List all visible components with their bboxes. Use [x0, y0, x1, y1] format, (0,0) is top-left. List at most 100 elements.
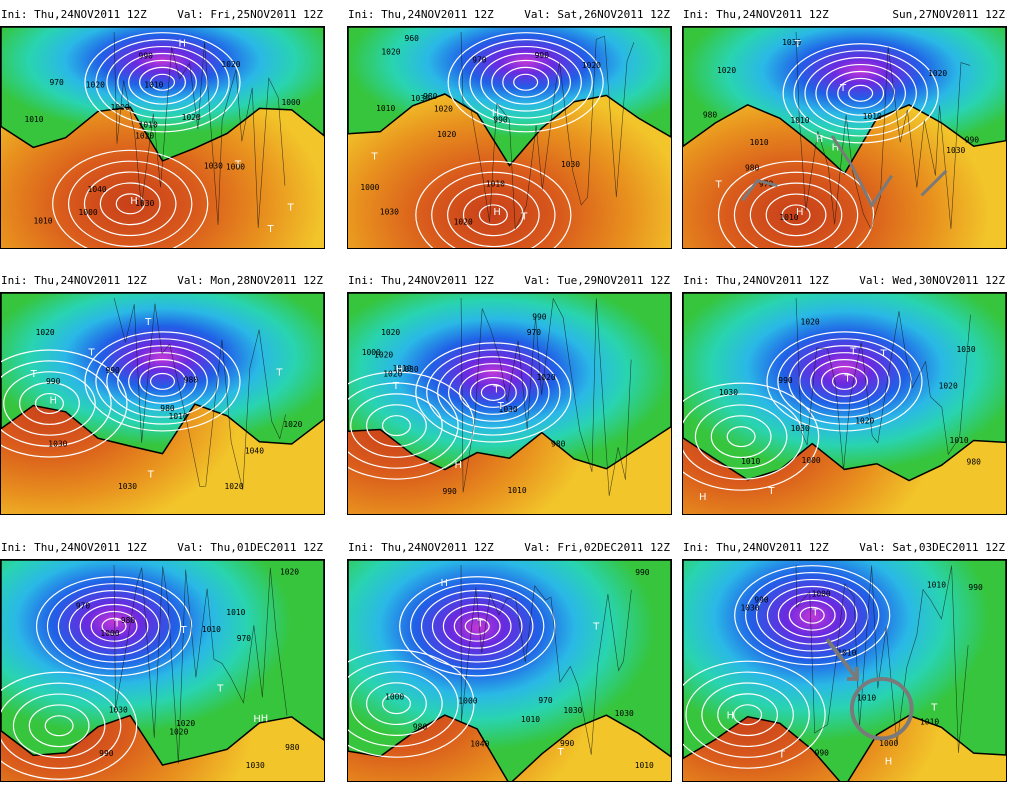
pressure-label: 1000	[362, 348, 381, 357]
pressure-label: 1000	[879, 739, 898, 748]
pressure-label: 1030	[204, 161, 223, 170]
pressure-label: 1000	[100, 629, 119, 638]
isobar	[458, 39, 593, 126]
init-time-label: Ini: Thu,24NOV2011 12Z	[1, 541, 147, 554]
isobar	[469, 376, 517, 408]
pressure-label: 1020	[582, 61, 601, 70]
pressure-label: 960	[405, 34, 420, 43]
high-pressure-marker: H	[441, 578, 448, 589]
pressure-label: 990	[139, 52, 154, 61]
init-time-label: Ini: Thu,24NOV2011 12Z	[348, 8, 494, 21]
pressure-map: 1000 990 990 1010 1000 1010 990 1030 1010 1010 T T H…	[682, 559, 1007, 782]
pressure-label: 1020	[437, 130, 456, 139]
isobar	[399, 576, 556, 677]
isobar	[415, 342, 572, 443]
isobar	[128, 359, 197, 404]
pressure-label: 1010	[169, 412, 188, 421]
low-pressure-marker: T	[275, 367, 283, 378]
isobar	[782, 43, 939, 144]
pressure-label: 1030	[561, 160, 580, 169]
forecast-panel: Ini: Thu,24NOV2011 12Z Val: Sat,26NOV2011…	[347, 4, 672, 249]
isobar	[837, 77, 885, 109]
valid-time-label: Sun,27NOV2011 12Z	[892, 8, 1005, 21]
pressure-label: 1000	[281, 98, 300, 107]
pressure-label: 1010	[863, 112, 882, 121]
high-pressure-marker: H	[699, 492, 706, 503]
pressure-map: 1020 1010 980 1020 960 990 970 990 1000 1010 1020 1…	[347, 26, 672, 249]
low-pressure-marker: T	[839, 83, 847, 94]
pressure-label: 1030	[135, 199, 154, 208]
isobar	[788, 345, 901, 418]
low-pressure-marker: T	[234, 160, 242, 171]
high-pressure-marker: H	[130, 196, 137, 207]
pressure-label: 1020	[225, 482, 244, 491]
pressure-label: 1020	[383, 369, 402, 378]
low-pressure-marker: T	[492, 385, 500, 396]
isobar	[348, 649, 475, 758]
init-time-label: Ini: Thu,24NOV2011 12Z	[683, 8, 829, 21]
low-pressure-marker: T	[497, 401, 505, 412]
coastline	[460, 564, 632, 755]
annotation-circle	[849, 676, 914, 741]
valid-time-label: Val: Mon,28NOV2011 12Z	[177, 274, 323, 287]
isobar	[348, 382, 459, 469]
coastline	[795, 297, 971, 471]
isobar	[469, 45, 582, 119]
forecast-panel: Ini: Thu,24NOV2011 12Z Val: Thu,01DEC2011…	[0, 537, 325, 782]
panel-header: Ini: Thu,24NOV2011 12Z Val: Tue,29NOV2011…	[347, 270, 672, 292]
isobar	[491, 59, 561, 105]
pressure-label: 1040	[470, 739, 489, 748]
isobar	[350, 671, 443, 736]
isobar	[83, 171, 177, 237]
isobar	[95, 338, 230, 425]
isobar	[831, 372, 858, 390]
isobar	[733, 704, 763, 726]
pressure-label: 1010	[393, 364, 412, 373]
pressure-label: 1000	[226, 163, 245, 172]
pressure-label: 1010	[779, 213, 798, 222]
panel-header: Ini: Thu,24NOV2011 12Z Val: Sat,26NOV2011…	[347, 4, 672, 26]
isobar	[765, 193, 827, 237]
low-pressure-marker: T	[879, 349, 887, 360]
pressure-label: 1010	[144, 80, 163, 89]
isobar	[381, 693, 411, 715]
valid-time-label: Val: Fri,02DEC2011 12Z	[524, 541, 670, 554]
low-pressure-marker: T	[113, 618, 121, 629]
low-pressure-marker: T	[287, 203, 295, 214]
pressure-label: 1020	[855, 416, 874, 425]
low-pressure-marker: T	[794, 39, 802, 50]
isobar	[3, 371, 96, 436]
isobar	[79, 603, 149, 649]
isobar	[749, 182, 843, 248]
pressure-label: 980	[413, 722, 428, 731]
pressure-label: 970	[527, 328, 542, 337]
pressure-label: 990	[443, 487, 458, 496]
low-pressure-marker: T	[811, 607, 819, 618]
pressure-label: 980	[184, 376, 199, 385]
init-time-label: Ini: Thu,24NOV2011 12Z	[348, 274, 494, 287]
pressure-label: 1010	[33, 217, 52, 226]
high-pressure-marker: H	[49, 396, 56, 407]
low-pressure-field	[348, 27, 671, 166]
pressure-label: 1030	[499, 405, 518, 414]
isobar	[777, 592, 847, 638]
isobar	[1, 671, 138, 780]
isobar	[28, 704, 90, 748]
pressure-map: 1020 980 970 1010 970 980 990 1020 1000 1030 1010 1…	[0, 559, 325, 782]
pressure-label: 990	[99, 749, 114, 758]
isobar	[84, 32, 241, 133]
isobar	[478, 204, 508, 226]
pressure-label: 990	[46, 377, 61, 386]
isobar	[683, 393, 804, 480]
isobar	[710, 415, 772, 459]
pressure-label: 1010	[927, 580, 946, 589]
low-pressure-marker: T	[715, 179, 723, 190]
pressure-label: 1020	[381, 328, 400, 337]
low-pressure-marker: T	[778, 749, 786, 760]
isobar	[12, 693, 106, 759]
annotation-arrow	[825, 638, 859, 681]
pressure-label: 1010	[750, 138, 769, 147]
valid-time-label: Val: Fri,25NOV2011 12Z	[177, 8, 323, 21]
pressure-label: 1000	[360, 183, 379, 192]
pressure-label: 1010	[508, 486, 527, 495]
